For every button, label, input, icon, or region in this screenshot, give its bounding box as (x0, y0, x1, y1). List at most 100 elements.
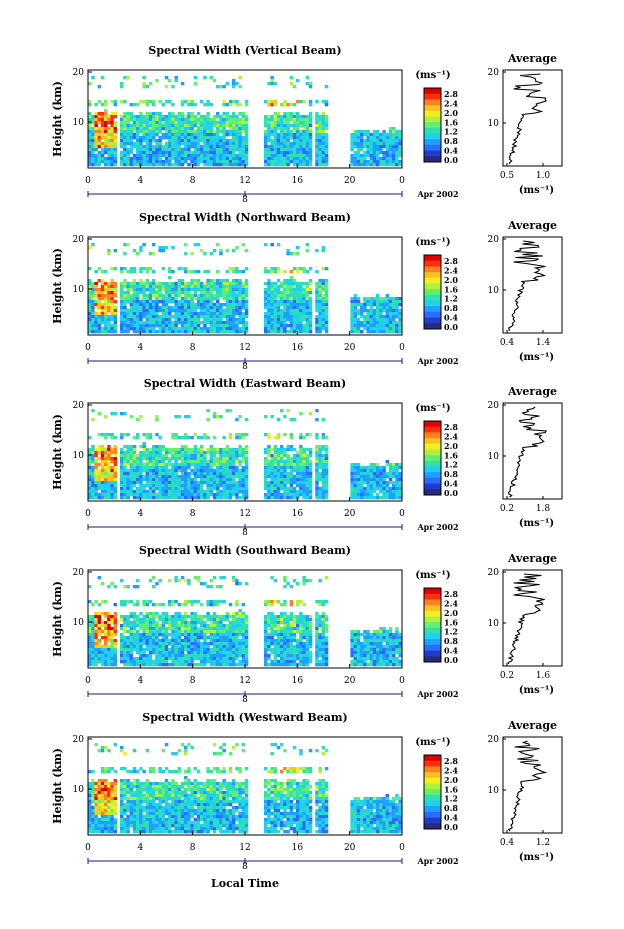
heatmap-cell (366, 315, 370, 319)
colorbar-swatch (424, 266, 441, 273)
heatmap-cell (276, 484, 281, 488)
heatmap-cell (180, 133, 185, 137)
heatmap-cell (318, 148, 322, 152)
heatmap-cell (222, 457, 226, 461)
colorbar-swatch (424, 133, 441, 140)
heatmap-cell (158, 100, 162, 104)
heatmap-cell (187, 112, 191, 116)
heatmap-cell (142, 309, 146, 313)
heatmap-cell (238, 451, 242, 455)
heatmap-cell (270, 79, 274, 83)
heatmap-cell (238, 76, 242, 80)
heatmap-cell (280, 315, 284, 319)
heatmap-cell (177, 303, 182, 307)
heatmap-cell (136, 490, 140, 494)
heatmap-cell (244, 148, 249, 152)
heatmap-cell (161, 151, 166, 155)
heatmap-cell (187, 475, 191, 479)
heatmap-cell (184, 115, 188, 119)
heatmap-cell (350, 478, 354, 482)
heatmap-cell (385, 136, 390, 140)
heatmap-cell (88, 291, 92, 295)
colorbar-swatch (424, 438, 441, 445)
heatmap-cell (273, 306, 278, 310)
heatmap-cell (276, 312, 281, 316)
colorbar-swatch (424, 127, 441, 134)
heatmap-cell (88, 285, 92, 289)
heatmap-cell (177, 154, 182, 158)
heatmap-cell (91, 115, 95, 119)
heatmap-cell (382, 315, 386, 319)
heatmap-cell (88, 303, 92, 307)
heatmap-cell (360, 472, 364, 476)
heatmap-cell (126, 136, 130, 140)
heatmap-cell (180, 82, 185, 86)
heatmap-cell (107, 160, 111, 164)
heatmap-cell (104, 624, 108, 628)
heatmap-cell (305, 118, 310, 122)
heatmap-cell (152, 624, 156, 628)
heatmap-cell (104, 457, 108, 461)
heatmap-cell (168, 621, 172, 625)
heatmap-cell (180, 469, 185, 473)
heatmap-cell (164, 466, 169, 470)
heatmap-cell (91, 121, 95, 125)
heatmap-cell (286, 279, 290, 283)
heatmap-cell (212, 415, 217, 419)
heatmap-cell (376, 133, 380, 137)
heatmap-cell (318, 282, 322, 286)
heatmap-cell (142, 627, 146, 631)
heatmap-cell (200, 472, 204, 476)
heatmap-cell (209, 160, 214, 164)
heatmap-cell (107, 151, 111, 155)
heatmap-cell (372, 145, 377, 149)
heatmap-cell (360, 469, 364, 473)
heatmap-cell (232, 478, 236, 482)
heatmap-cell (379, 330, 383, 334)
heatmap-cell (123, 457, 127, 461)
heatmap-cell (267, 160, 271, 164)
heatmap-cell (177, 448, 182, 452)
heatmap-cell (107, 475, 111, 479)
heatmap-cell (273, 460, 278, 464)
heatmap-cell (222, 466, 226, 470)
heatmap-cell (296, 157, 300, 161)
heatmap-cell (120, 487, 124, 491)
heatmap-cell (142, 466, 146, 470)
heatmap-cell (142, 663, 146, 667)
heatmap-cell (196, 481, 201, 485)
heatmap-cell (94, 154, 98, 158)
heatmap-cell (91, 312, 95, 316)
heatmap-cell (235, 100, 239, 104)
heatmap-cell (139, 657, 143, 661)
heatmap-cell (283, 154, 287, 158)
heatmap-cell (174, 124, 178, 128)
heatmap-cell (232, 487, 236, 491)
heatmap-cell (136, 466, 140, 470)
heatmap-cell (94, 472, 98, 476)
heatmap-cell (168, 463, 172, 467)
heatmap-cell (174, 315, 178, 319)
heatmap-cell (206, 318, 210, 322)
heatmap-cell (264, 291, 268, 295)
heatmap-cell (299, 160, 303, 164)
heatmap-cell (321, 484, 326, 488)
heatmap-cell (302, 448, 306, 452)
heatmap-cell (91, 145, 95, 149)
heatmap-cell (171, 472, 175, 476)
heatmap-cell (299, 157, 303, 161)
heatmap-cell (164, 657, 169, 661)
heatmap-cell (155, 79, 159, 83)
heatmap-cell (168, 618, 172, 622)
heatmap-cell (129, 415, 134, 419)
heatmap-cell (129, 654, 134, 658)
heatmap-cell (238, 139, 242, 143)
heatmap-cell (190, 127, 194, 131)
heatmap-cell (152, 133, 156, 137)
colorbar-swatch (424, 483, 441, 490)
heatmap-cell (91, 309, 95, 313)
heatmap-cell (164, 294, 169, 298)
heatmap-cell (97, 448, 102, 452)
heatmap-cell (120, 475, 124, 479)
heatmap-cell (120, 291, 124, 295)
